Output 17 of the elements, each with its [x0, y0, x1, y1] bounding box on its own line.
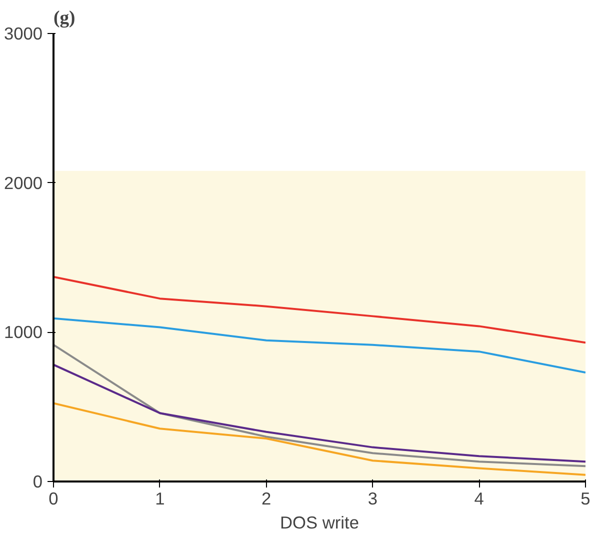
line-series — [54, 344, 586, 468]
line-series — [54, 364, 586, 463]
line-series — [54, 276, 586, 344]
line-series — [54, 402, 586, 476]
x-tick-label: 2 — [261, 488, 272, 508]
y-tick-label: 2000 — [4, 172, 43, 193]
x-tick-label: 4 — [474, 488, 484, 508]
x-tick-label: 3 — [368, 488, 378, 508]
x-tick-label: 5 — [580, 488, 590, 508]
x-tick-label: 1 — [155, 488, 165, 508]
x-axis-title: DOS write — [280, 512, 359, 532]
y-tick-label: 3000 — [4, 24, 43, 44]
y-tick-label: 0 — [32, 472, 43, 492]
line-series — [54, 317, 586, 374]
x-tick-label: 0 — [48, 488, 58, 508]
chart-title: (g) — [54, 8, 76, 28]
y-tick-label: 1000 — [4, 322, 43, 342]
